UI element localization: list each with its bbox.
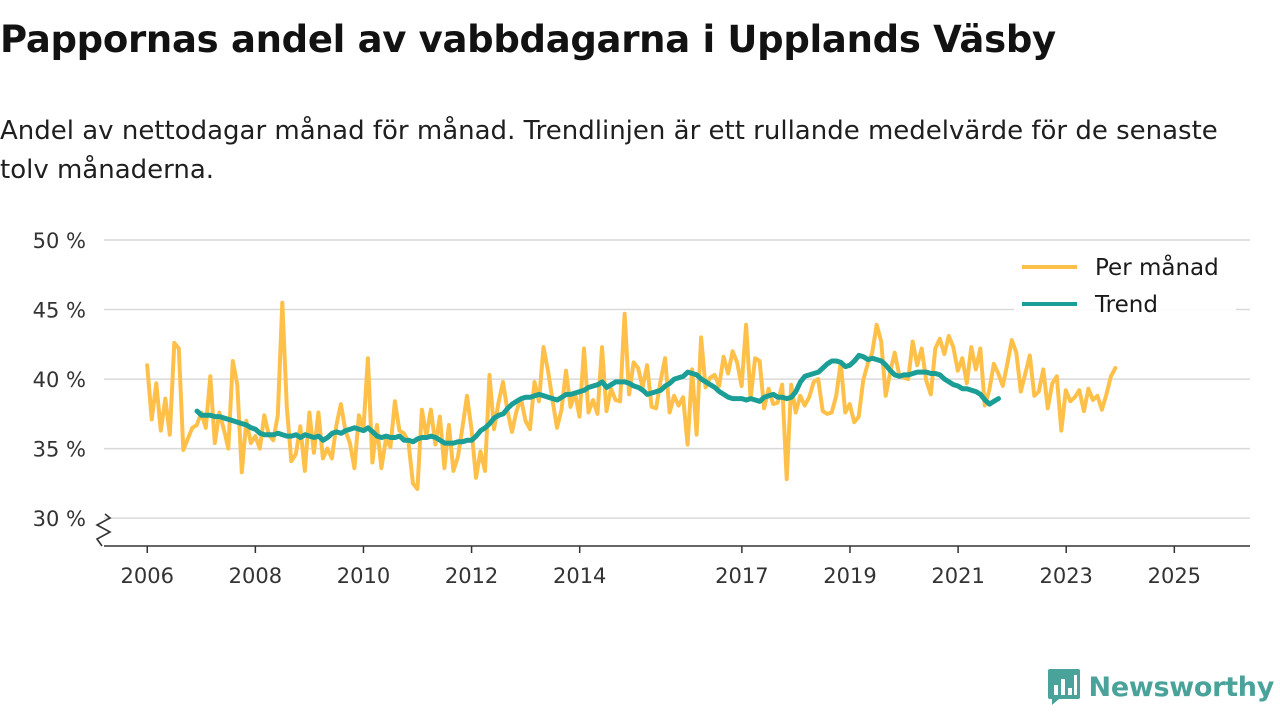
series-line-monthly [145,300,1118,491]
chart-subtitle: Andel av nettodagar månad för månad. Tre… [0,116,1218,185]
series-line-trend [194,352,1001,446]
y-tick-label: 45 % [33,299,86,323]
x-tick-label: 2014 [553,564,606,588]
x-tick-label: 2021 [931,564,984,588]
x-tick-label: 2023 [1039,564,1092,588]
chart-title: Pappornas andel av vabbdagarna i Uppland… [0,18,1056,61]
x-tick-label: 2010 [337,564,390,588]
x-tick-label: 2012 [445,564,498,588]
legend-label-trend: Trend [1094,292,1158,318]
legend-background [1014,246,1236,322]
brand-name: Newsworthy [1088,671,1275,703]
x-tick-label: 2008 [229,564,282,588]
legend: Per månad Trend [1014,246,1236,322]
axes: 30 % 35 % 40 % 45 % 50 % 2006 2008 2010 2012 2014… [33,229,1250,588]
y-tick-label: 40 % [33,368,86,392]
legend-label-monthly: Per månad [1095,253,1219,281]
newsworthy-logo-icon [1047,669,1080,705]
x-tick-label: 2025 [1148,564,1201,588]
y-tick-label: 50 % [33,229,86,253]
x-tick-label: 2006 [121,564,174,588]
y-tick-label: 35 % [33,438,86,462]
x-tick-label: 2019 [823,564,876,588]
axis-break-marker [95,513,112,547]
series [145,300,1118,491]
x-tick-label: 2017 [715,564,768,588]
brand-logo: Newsworthy [1047,668,1274,706]
y-tick-label: 30 % [33,507,86,531]
